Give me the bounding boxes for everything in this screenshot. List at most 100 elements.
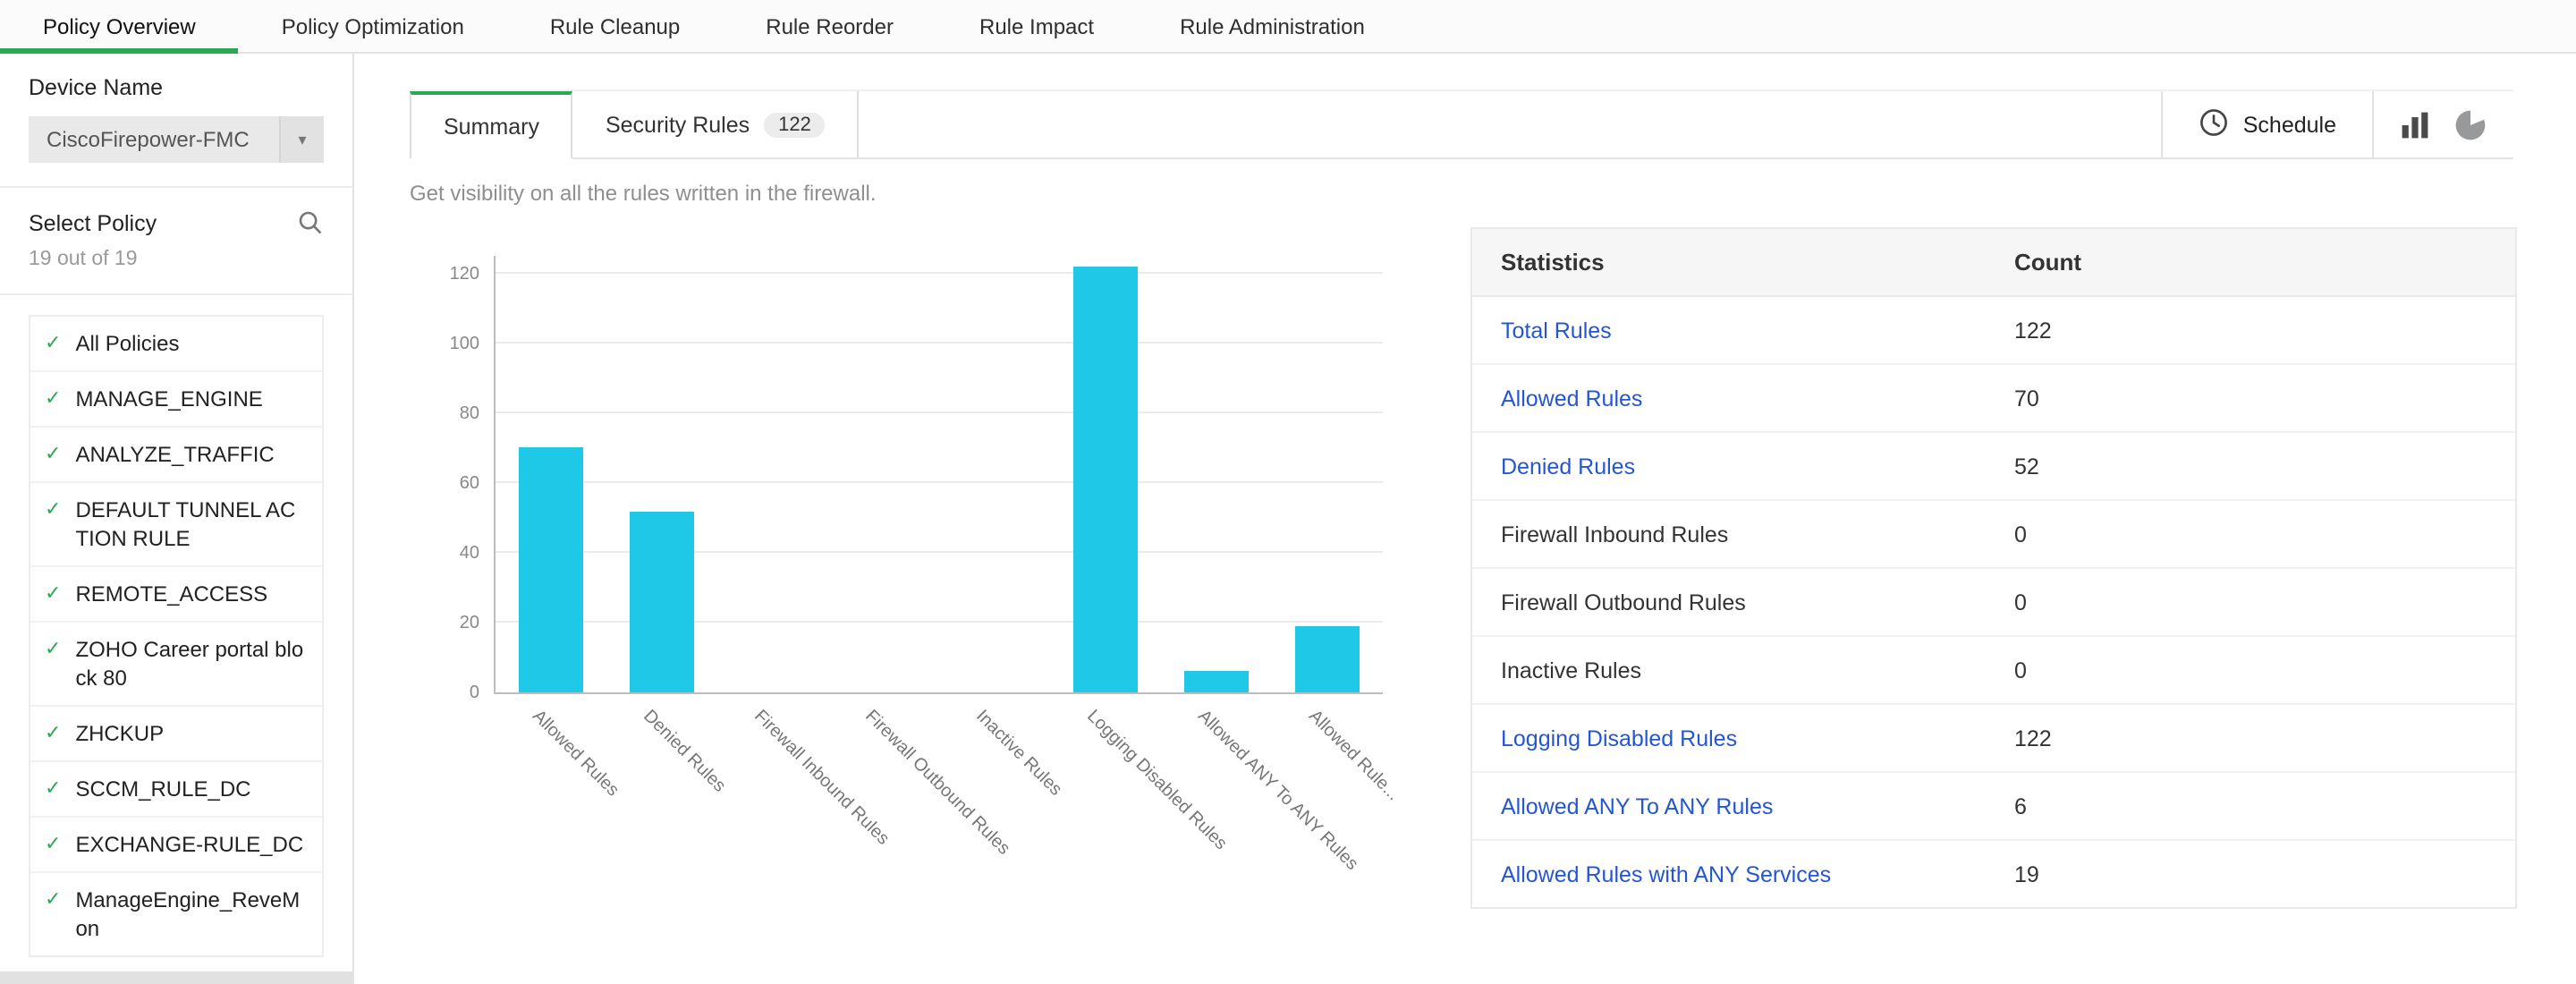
statistics-table: Statistics Count Total Rules 122 Allowed R… bbox=[1470, 227, 2517, 909]
policy-item-default-tunnel-action-rule[interactable]: ✓ DEFAULT TUNNEL ACTION RULE bbox=[30, 483, 322, 567]
nav-tab-label: Policy Overview bbox=[43, 13, 196, 38]
nav-tab-label: Rule Cleanup bbox=[549, 13, 681, 38]
table-row-firewall-outbound-rules: Firewall Outbound Rules 0 bbox=[1472, 569, 2515, 637]
chart-bar-allowed-any-to-any-rules bbox=[1184, 671, 1249, 692]
stat-count-value: 19 bbox=[2014, 861, 2039, 886]
stat-label-text[interactable]: Allowed ANY To ANY Rules bbox=[1501, 793, 1774, 819]
chart-gridline bbox=[496, 271, 1383, 274]
stat-link-logging-disabled-rules[interactable]: Logging Disabled Rules bbox=[1472, 725, 2014, 751]
chart-type-switcher bbox=[2372, 91, 2513, 157]
sidebar-divider bbox=[0, 293, 352, 295]
checkmark-icon[interactable]: ✓ bbox=[45, 639, 62, 660]
pie-chart-icon[interactable] bbox=[2453, 106, 2488, 142]
chart-plot-area bbox=[494, 256, 1383, 694]
chart-bar-allowed-rule bbox=[1295, 625, 1360, 692]
stat-label-text[interactable]: Total Rules bbox=[1501, 318, 1612, 343]
chart-bar-allowed-rules bbox=[519, 447, 583, 692]
column-header-statistics: Statistics bbox=[1501, 249, 1605, 276]
stat-count-value: 52 bbox=[2014, 454, 2039, 479]
table-row-logging-disabled-rules: Logging Disabled Rules 122 bbox=[1472, 705, 2515, 773]
nav-tab-label: Rule Impact bbox=[979, 13, 1095, 38]
nav-tab-rule-impact[interactable]: Rule Impact bbox=[936, 0, 1137, 52]
nav-tab-label: Rule Administration bbox=[1180, 13, 1365, 38]
policy-item-all-policies[interactable]: ✓ All Policies bbox=[30, 317, 322, 372]
y-tick-label: 60 bbox=[459, 473, 479, 494]
policy-item-manageengine-revemon[interactable]: ✓ ManageEngine_ReveMon bbox=[30, 873, 322, 955]
checkmark-icon[interactable]: ✓ bbox=[45, 499, 62, 521]
chart-gridline bbox=[496, 620, 1383, 623]
table-row-denied-rules: Denied Rules 52 bbox=[1472, 433, 2515, 501]
checkmark-icon[interactable]: ✓ bbox=[45, 444, 62, 465]
checkmark-icon[interactable]: ✓ bbox=[45, 388, 62, 410]
bar-chart-icon[interactable] bbox=[2399, 108, 2431, 140]
chevron-down-icon[interactable]: ▾ bbox=[279, 116, 324, 163]
security-rules-count-badge: 122 bbox=[764, 112, 826, 137]
nav-tab-rule-reorder[interactable]: Rule Reorder bbox=[723, 0, 936, 52]
statistics-table-body: Total Rules 122 Allowed Rules 70 Denied Rule… bbox=[1472, 297, 2515, 907]
main-tab-bar: Summary Security Rules 122 Schedule bbox=[410, 89, 2513, 159]
nav-tab-policy-optimization[interactable]: Policy Optimization bbox=[239, 0, 507, 52]
policy-item-zoho-career-portal-block-80[interactable]: ✓ ZOHO Career portal block 80 bbox=[30, 623, 322, 707]
chart-y-axis: 0 20 40 60 80 100 120 bbox=[426, 256, 487, 703]
tab-summary-label: Summary bbox=[444, 114, 539, 139]
device-dropdown[interactable]: CiscoFirepower-FMC ▾ bbox=[29, 116, 324, 163]
policy-item-label: ManageEngine_ReveMon bbox=[75, 887, 301, 941]
search-icon[interactable] bbox=[297, 209, 324, 236]
policy-item-zhckup[interactable]: ✓ ZHCKUP bbox=[30, 707, 322, 762]
policy-item-exchange-rule-dc[interactable]: ✓ EXCHANGE-RULE_DC bbox=[30, 818, 322, 873]
chart-gridline bbox=[496, 480, 1383, 483]
nav-tab-policy-overview[interactable]: Policy Overview bbox=[0, 0, 240, 54]
stat-label-text: Inactive Rules bbox=[1501, 657, 1642, 683]
table-row-allowed-rules-with-any-services: Allowed Rules with ANY Services 19 bbox=[1472, 841, 2515, 907]
checkmark-icon[interactable]: ✓ bbox=[45, 834, 62, 855]
tab-security-rules[interactable]: Security Rules 122 bbox=[572, 91, 860, 157]
policy-item-label: REMOTE_ACCESS bbox=[75, 581, 268, 607]
stat-link-allowed-rules[interactable]: Allowed Rules bbox=[1472, 386, 2014, 411]
tab-security-rules-label: Security Rules bbox=[605, 112, 750, 137]
statistics-table-header: Statistics Count bbox=[1472, 229, 2515, 297]
policy-item-sccm-rule-dc[interactable]: ✓ SCCM_RULE_DC bbox=[30, 762, 322, 818]
device-name-label: Device Name bbox=[29, 75, 164, 100]
checkmark-icon[interactable]: ✓ bbox=[45, 583, 62, 605]
stat-label-text[interactable]: Logging Disabled Rules bbox=[1501, 725, 1738, 751]
policy-item-remote-access[interactable]: ✓ REMOTE_ACCESS bbox=[30, 567, 322, 623]
checkmark-icon[interactable]: ✓ bbox=[45, 723, 62, 744]
stat-count-value: 122 bbox=[2014, 318, 2052, 343]
policy-list: ✓ All Policies ✓ MANAGE_ENGINE ✓ ANALYZE_TRAF… bbox=[29, 315, 324, 957]
stat-label-text[interactable]: Denied Rules bbox=[1501, 454, 1636, 479]
checkmark-icon[interactable]: ✓ bbox=[45, 333, 62, 354]
nav-tab-rule-cleanup[interactable]: Rule Cleanup bbox=[507, 0, 723, 52]
stat-count-value: 122 bbox=[2014, 725, 2052, 751]
policy-item-label: All Policies bbox=[75, 331, 180, 356]
column-header-count: Count bbox=[2014, 249, 2082, 276]
nav-tab-rule-administration[interactable]: Rule Administration bbox=[1137, 0, 1408, 52]
sidebar-divider bbox=[0, 186, 352, 188]
select-policy-label: Select Policy bbox=[29, 210, 157, 235]
sidebar-scrollbar[interactable] bbox=[0, 971, 352, 984]
stat-count-value: 0 bbox=[2014, 657, 2027, 683]
stat-count-value: 6 bbox=[2014, 793, 2027, 819]
policy-item-label: MANAGE_ENGINE bbox=[75, 386, 263, 411]
checkmark-icon[interactable]: ✓ bbox=[45, 778, 62, 800]
stat-count-value: 0 bbox=[2014, 590, 2027, 615]
policy-item-label: ZHCKUP bbox=[75, 721, 165, 746]
stat-label-text[interactable]: Allowed Rules with ANY Services bbox=[1501, 861, 1832, 886]
table-row-allowed-rules: Allowed Rules 70 bbox=[1472, 365, 2515, 433]
schedule-button[interactable]: Schedule bbox=[2160, 91, 2372, 157]
policy-item-manage-engine[interactable]: ✓ MANAGE_ENGINE bbox=[30, 372, 322, 428]
stat-label-text: Firewall Inbound Rules bbox=[1501, 522, 1729, 547]
policy-item-analyze-traffic[interactable]: ✓ ANALYZE_TRAFFIC bbox=[30, 428, 322, 483]
chart-x-axis-labels: Allowed Rules Denied Rules Firewall Inboun… bbox=[494, 703, 1402, 918]
x-axis-label: Inactive Rules bbox=[971, 707, 1065, 801]
rules-bar-chart: 0 20 40 60 80 100 120 Allowed Rules Denied Rule… bbox=[450, 256, 1402, 875]
stat-label: Firewall Inbound Rules bbox=[1472, 522, 2014, 547]
checkmark-icon[interactable]: ✓ bbox=[45, 889, 62, 911]
tab-summary[interactable]: Summary bbox=[410, 91, 573, 159]
stat-link-allowed-rules-with-any-services[interactable]: Allowed Rules with ANY Services bbox=[1472, 861, 2014, 886]
stat-link-total-rules[interactable]: Total Rules bbox=[1472, 318, 2014, 343]
policy-item-label: DEFAULT TUNNEL ACTION RULE bbox=[75, 497, 296, 551]
stat-link-denied-rules[interactable]: Denied Rules bbox=[1472, 454, 2014, 479]
stat-label-text[interactable]: Allowed Rules bbox=[1501, 386, 1643, 411]
stat-link-allowed-any-to-any-rules[interactable]: Allowed ANY To ANY Rules bbox=[1472, 793, 2014, 819]
